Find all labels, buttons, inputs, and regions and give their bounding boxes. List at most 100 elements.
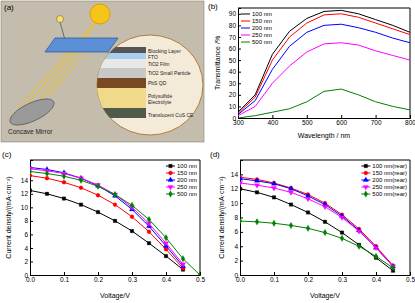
plot-frame xyxy=(238,8,410,118)
tick: 90 xyxy=(229,10,241,17)
tick-label: 14 xyxy=(21,177,29,184)
tick-label: 0.4 xyxy=(372,276,381,283)
legend-marker xyxy=(168,185,173,190)
legend-item: 100 nm xyxy=(241,11,272,17)
point xyxy=(79,177,83,183)
legend-label: 200 nm xyxy=(177,177,197,183)
tick-label: 0.1 xyxy=(270,276,279,283)
legend-item: 150 nm(rear) xyxy=(361,170,407,176)
layer-stack xyxy=(96,47,146,118)
legend-label: 200 nm(rear) xyxy=(372,177,407,183)
layer-label: Electrolyte xyxy=(148,99,172,105)
point xyxy=(96,183,100,189)
point xyxy=(62,180,66,184)
series-line xyxy=(240,221,393,268)
tick-mark xyxy=(238,25,241,26)
point xyxy=(79,186,83,190)
point xyxy=(254,178,259,183)
sun xyxy=(90,4,110,24)
tick-label: 0 xyxy=(24,272,28,279)
legend-item: 200 nm xyxy=(241,25,272,31)
point xyxy=(271,187,276,192)
point xyxy=(164,254,167,257)
legend: 100 nm150 nm200 nm250 nm500 nm xyxy=(241,11,272,45)
tick: 0 xyxy=(24,272,33,279)
tick: 600 xyxy=(336,115,347,126)
figure-svg: Concave MirrorBlocking LayerFTOTiO2 Film… xyxy=(0,0,415,303)
tick-label: 500 xyxy=(302,119,313,126)
tick-label: 14 xyxy=(231,171,239,178)
tick-label: 10 xyxy=(231,200,239,207)
series-line xyxy=(240,189,393,271)
legend-item: 200 nm xyxy=(166,177,197,183)
tick-mark xyxy=(238,72,241,73)
point xyxy=(180,263,185,268)
y-axis-title: Current density/(mA·cm⁻²) xyxy=(5,176,13,258)
point xyxy=(357,243,361,249)
legend-item: 250 nm xyxy=(166,184,197,190)
tick: 40 xyxy=(229,68,241,75)
tick: 0.5 xyxy=(196,272,205,283)
tick-mark xyxy=(30,275,33,276)
legend-label: 150 nm xyxy=(177,170,197,176)
light-rays xyxy=(18,16,100,108)
point xyxy=(374,253,378,259)
tick: 0.3 xyxy=(338,272,347,283)
plot-area xyxy=(30,164,200,275)
layer xyxy=(96,108,146,118)
point xyxy=(373,246,378,251)
legend-marker xyxy=(364,171,368,175)
point xyxy=(79,203,82,206)
tick-label: 4 xyxy=(24,245,28,252)
tick: 6 xyxy=(234,228,243,235)
y-axis-title: Current density/(mA·cm⁻²) xyxy=(218,176,226,258)
point xyxy=(289,222,293,228)
tick-mark xyxy=(342,272,343,275)
ray xyxy=(28,50,76,104)
tick-mark xyxy=(238,14,241,15)
point xyxy=(240,176,243,181)
tick-label: 6 xyxy=(234,228,238,235)
mirror-label: Concave Mirror xyxy=(8,128,53,135)
x-axis-line xyxy=(241,272,411,276)
legend-line xyxy=(241,42,250,43)
tick-mark xyxy=(30,180,33,181)
tick: 10 xyxy=(231,200,243,207)
legend-item: 500 nm xyxy=(241,39,272,45)
point xyxy=(113,203,117,207)
point xyxy=(356,230,361,235)
tick: 70 xyxy=(229,34,241,41)
tick: 0 xyxy=(234,272,243,279)
tick-label: 2 xyxy=(234,257,238,264)
tick-mark xyxy=(376,115,377,118)
chart-panel: 3004005006007008000102030405060708090100… xyxy=(208,2,415,140)
tick-mark xyxy=(30,234,33,235)
tick-label: 70 xyxy=(229,34,237,41)
point xyxy=(340,235,344,241)
panel-label: (b) xyxy=(208,2,218,11)
legend: 100 nm150 nm200 nm250 nm500 nm xyxy=(166,163,197,197)
point xyxy=(271,181,276,186)
chart-panel: 0.00.10.20.30.40.502468101214100 nm(rear… xyxy=(210,150,415,300)
tick: 8 xyxy=(24,217,33,224)
legend-line xyxy=(241,35,250,36)
tick-mark xyxy=(30,248,33,249)
tick: 0.2 xyxy=(304,272,313,283)
tick-label: 400 xyxy=(267,119,278,126)
point xyxy=(164,235,168,241)
y-axis-line xyxy=(239,9,242,119)
legend-label: 100 nm xyxy=(177,163,197,169)
legend: 100 nm(rear)150 nm(rear)200 nm(rear)250 … xyxy=(361,163,407,197)
point xyxy=(289,203,292,206)
legend-marker xyxy=(169,171,173,175)
ray xyxy=(50,50,89,96)
point xyxy=(323,220,326,223)
tick-mark xyxy=(307,115,308,118)
point xyxy=(181,256,185,262)
y-axis-line xyxy=(31,161,34,276)
tick-mark xyxy=(132,272,133,275)
tick-label: 0.5 xyxy=(406,276,415,283)
tick-mark xyxy=(238,118,241,119)
ray xyxy=(40,50,83,100)
tick-label: 12 xyxy=(231,185,239,192)
